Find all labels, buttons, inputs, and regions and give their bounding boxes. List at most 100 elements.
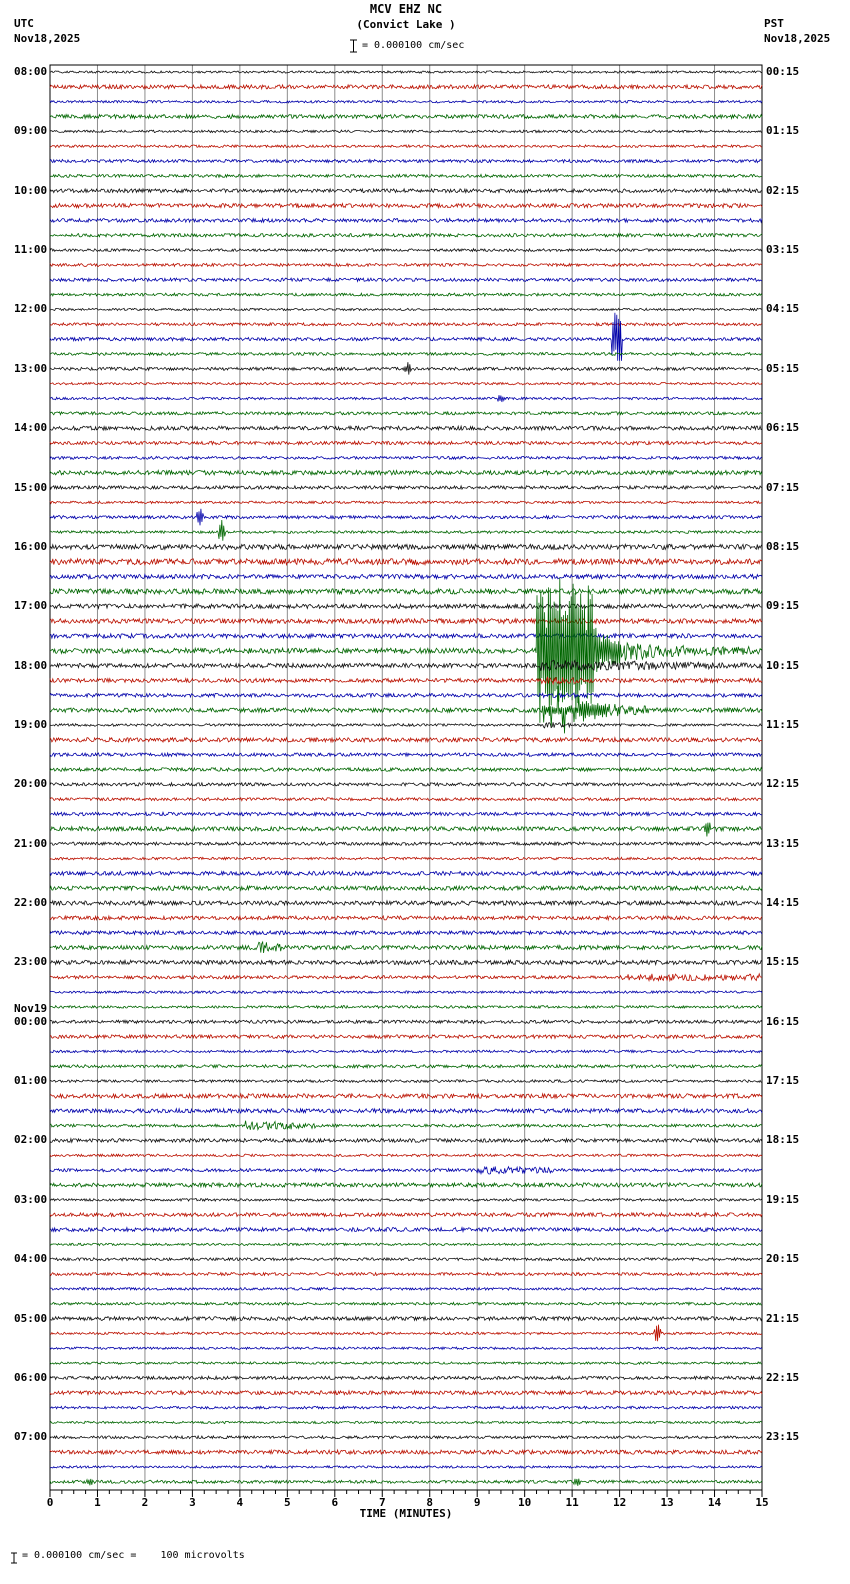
seismogram-trace bbox=[49, 573, 763, 581]
x-tick-label: 14 bbox=[707, 1496, 722, 1509]
seismogram-trace bbox=[49, 1301, 763, 1307]
scale-bar-icon bbox=[349, 38, 358, 57]
seismogram-trace bbox=[49, 940, 763, 954]
seismogram-trace bbox=[49, 217, 763, 224]
pst-hour-label: 08:15 bbox=[766, 539, 800, 553]
seismogram-trace bbox=[49, 1315, 763, 1322]
utc-hour-label: 10:00 bbox=[14, 183, 48, 197]
pst-hour-label: 11:15 bbox=[766, 717, 800, 731]
seismogram-trace bbox=[49, 1226, 763, 1233]
utc-timezone-label: UTC bbox=[14, 17, 34, 30]
seismogram-trace bbox=[49, 508, 763, 526]
x-tick-label: 7 bbox=[378, 1496, 386, 1509]
x-tick-label: 15 bbox=[755, 1496, 769, 1509]
pst-hour-label: 22:15 bbox=[766, 1370, 800, 1384]
pst-timezone-label: PST bbox=[764, 17, 784, 30]
seismogram-trace bbox=[50, 722, 763, 729]
utc-hour-label: 09:00 bbox=[14, 124, 48, 138]
utc-hour-label: 17:00 bbox=[14, 599, 48, 613]
seismogram-trace bbox=[49, 587, 763, 596]
seismogram-trace bbox=[49, 99, 763, 104]
seismogram-trace bbox=[49, 292, 763, 298]
seismogram-trace bbox=[49, 632, 763, 640]
seismogram-trace bbox=[49, 1389, 763, 1397]
scale-label: = 0.000100 cm/sec bbox=[362, 40, 465, 51]
utc-hour-label: 06:00 bbox=[14, 1370, 48, 1384]
x-tick-label: 11 bbox=[565, 1496, 579, 1509]
pst-hour-label: 02:15 bbox=[766, 183, 800, 197]
seismogram-trace bbox=[49, 884, 763, 892]
seismogram-trace bbox=[49, 1420, 763, 1425]
seismogram-trace bbox=[49, 1092, 763, 1100]
seismogram-trace bbox=[49, 1211, 763, 1218]
seismogram-trace bbox=[50, 958, 763, 967]
seismogram-trace bbox=[49, 1049, 763, 1054]
seismogram-trace bbox=[49, 542, 763, 551]
seismogram-trace bbox=[49, 424, 763, 432]
seismogram-trace bbox=[49, 500, 763, 505]
pst-date-label: Nov18,2025 bbox=[764, 32, 831, 45]
seismogram-trace bbox=[49, 1181, 763, 1189]
pst-hour-label: 00:15 bbox=[766, 65, 800, 78]
x-tick-label: 1 bbox=[94, 1496, 101, 1509]
seismogram-trace bbox=[49, 1464, 763, 1469]
seismogram-trace bbox=[49, 914, 763, 922]
seismogram-trace bbox=[49, 557, 763, 567]
x-tick-label: 13 bbox=[660, 1496, 674, 1509]
seismogram-trace bbox=[49, 519, 763, 541]
seismogram-trace bbox=[49, 381, 763, 386]
seismogram-trace bbox=[49, 1324, 763, 1342]
seismogram-trace bbox=[49, 83, 763, 91]
pst-hour-label: 23:15 bbox=[766, 1430, 800, 1444]
pst-hour-label: 05:15 bbox=[766, 361, 800, 375]
seismogram-trace bbox=[49, 351, 763, 357]
seismogram-trace bbox=[49, 691, 763, 699]
seismogram-trace bbox=[49, 840, 763, 847]
utc-hour-label: 07:00 bbox=[14, 1430, 48, 1444]
pst-hour-label: 03:15 bbox=[766, 243, 800, 257]
seismogram-trace bbox=[49, 1018, 763, 1025]
seismogram-trace bbox=[49, 617, 763, 625]
x-tick-label: 3 bbox=[189, 1496, 196, 1509]
seismogram-trace bbox=[50, 1286, 763, 1292]
x-tick-label: 12 bbox=[612, 1496, 627, 1509]
seismogram-trace bbox=[49, 1004, 763, 1010]
seismogram-trace bbox=[49, 321, 763, 327]
seismogram-trace bbox=[49, 232, 763, 239]
utc-hour-label: 00:00 bbox=[14, 1014, 48, 1028]
seismogram-trace bbox=[49, 1033, 763, 1040]
scale-bar-icon bbox=[10, 1549, 18, 1568]
seismogram-trace bbox=[49, 1120, 763, 1132]
pst-hour-label: 21:15 bbox=[766, 1311, 800, 1325]
x-tick-label: 10 bbox=[518, 1496, 532, 1509]
seismogram-trace bbox=[49, 1197, 763, 1203]
seismogram-trace bbox=[49, 658, 763, 672]
utc-hour-label: 11:00 bbox=[14, 243, 48, 257]
seismogram-trace bbox=[49, 1374, 763, 1381]
seismogram-trace bbox=[49, 362, 763, 375]
seismogram-trace bbox=[49, 1242, 763, 1247]
utc-hour-label: 21:00 bbox=[14, 836, 48, 850]
seismogram-trace bbox=[49, 1478, 763, 1486]
pst-hour-label: 06:15 bbox=[766, 421, 800, 435]
pst-hour-label: 10:15 bbox=[766, 658, 800, 672]
pst-hour-label: 04:15 bbox=[766, 302, 800, 316]
seismogram-trace bbox=[49, 781, 763, 788]
pst-hour-label: 12:15 bbox=[766, 777, 800, 791]
utc-hour-label: 04:00 bbox=[14, 1252, 48, 1266]
scale-note: = 0.000100 cm/sec = 100 microvolts bbox=[22, 1550, 245, 1561]
seismogram-trace bbox=[49, 187, 763, 195]
pst-hour-label: 14:15 bbox=[766, 896, 800, 910]
seismogram-trace bbox=[49, 439, 763, 446]
seismogram-trace bbox=[49, 822, 763, 837]
x-tick-label: 4 bbox=[236, 1496, 244, 1509]
pst-hour-label: 09:15 bbox=[766, 599, 800, 613]
utc-hour-label: 12:00 bbox=[14, 302, 48, 316]
x-tick-label: 5 bbox=[284, 1496, 291, 1509]
seismogram-trace bbox=[49, 70, 763, 75]
seismogram-trace bbox=[49, 1165, 763, 1176]
seismogram-trace bbox=[49, 676, 763, 686]
utc-hour-label: 08:00 bbox=[14, 65, 48, 78]
seismogram-trace bbox=[49, 856, 763, 861]
